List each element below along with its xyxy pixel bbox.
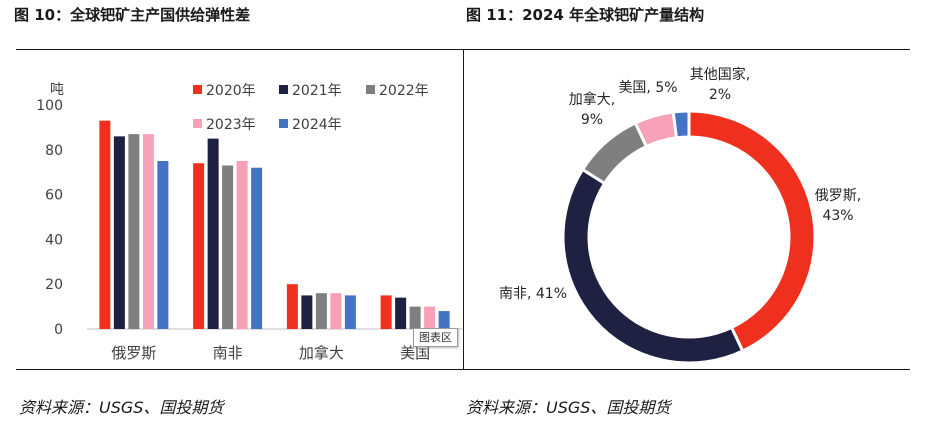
pie-slice (687, 109, 817, 354)
bar (301, 295, 313, 329)
y-tick-label: 0 (54, 322, 63, 338)
y-tick-label: 20 (45, 277, 63, 293)
bar (128, 134, 140, 329)
panel-divider (463, 49, 464, 370)
legend-label: 2023年 (206, 117, 256, 133)
legend-label: 2024年 (292, 117, 342, 133)
pie-chart[interactable]: 俄罗斯, 43% 南非, 41% 加拿大, 9% 美国, 5% 其他国家, 2% (465, 50, 910, 368)
slice-percent-label: 43% (822, 208, 853, 224)
pie-slice (671, 109, 691, 140)
pie-slice (561, 167, 745, 365)
bar (380, 295, 392, 329)
legend-swatch (279, 85, 288, 94)
legend-swatch (279, 119, 288, 128)
slice-label: 美国, 5% (618, 80, 677, 96)
y-tick-label: 40 (45, 232, 63, 248)
slice-percent-label: 9% (581, 112, 603, 128)
slice-label: 俄罗斯, (815, 188, 861, 204)
bar (344, 295, 356, 329)
bar (409, 306, 421, 329)
x-tick-label: 俄罗斯 (111, 344, 156, 362)
slice-label: 加拿大, (569, 91, 615, 108)
legend-swatch (193, 119, 202, 128)
bar (315, 293, 327, 329)
bar (207, 138, 219, 329)
bar (286, 284, 298, 329)
bar (157, 161, 169, 329)
bar (99, 120, 111, 330)
slice-label: 其他国家, (690, 66, 750, 83)
bar (251, 167, 263, 329)
x-tick-label: 美国 (400, 344, 430, 362)
bar (236, 161, 248, 329)
bar (395, 297, 407, 329)
y-tick-label: 100 (36, 98, 63, 114)
left-figure-title: 图 10：全球钯矿主产国供给弹性差 (14, 6, 251, 24)
bar (142, 134, 154, 329)
y-tick-label: 80 (45, 143, 63, 159)
bar (424, 306, 436, 329)
chart-area-tooltip: 图表区 (413, 328, 458, 347)
legend-label: 2021年 (292, 83, 342, 99)
bar-chart[interactable]: 吨 0 20 40 60 80 100 俄罗斯 南非 加拿大 美国 2020年 2021年 2022年 20… (17, 50, 462, 368)
right-source-note: 资料来源：USGS、国投期货 (466, 398, 671, 417)
y-axis-unit-label: 吨 (50, 82, 64, 98)
x-tick-label: 南非 (213, 344, 243, 362)
bar (193, 163, 205, 329)
bar (438, 311, 450, 329)
legend-label: 2020年 (206, 83, 256, 99)
legend-label: 2022年 (379, 83, 429, 99)
pie-slice (580, 120, 649, 186)
bar (222, 165, 234, 329)
x-tick-label: 加拿大 (299, 344, 344, 362)
slice-label: 南非, 41% (499, 286, 567, 302)
left-source-note: 资料来源：USGS、国投期货 (19, 398, 224, 417)
bar (113, 136, 125, 329)
bar (330, 293, 342, 329)
right-figure-title: 图 11：2024 年全球钯矿产量结构 (466, 6, 705, 24)
y-tick-label: 60 (45, 188, 63, 204)
legend-swatch (193, 85, 202, 94)
slice-percent-label: 2% (709, 87, 731, 103)
legend-swatch (366, 85, 375, 94)
